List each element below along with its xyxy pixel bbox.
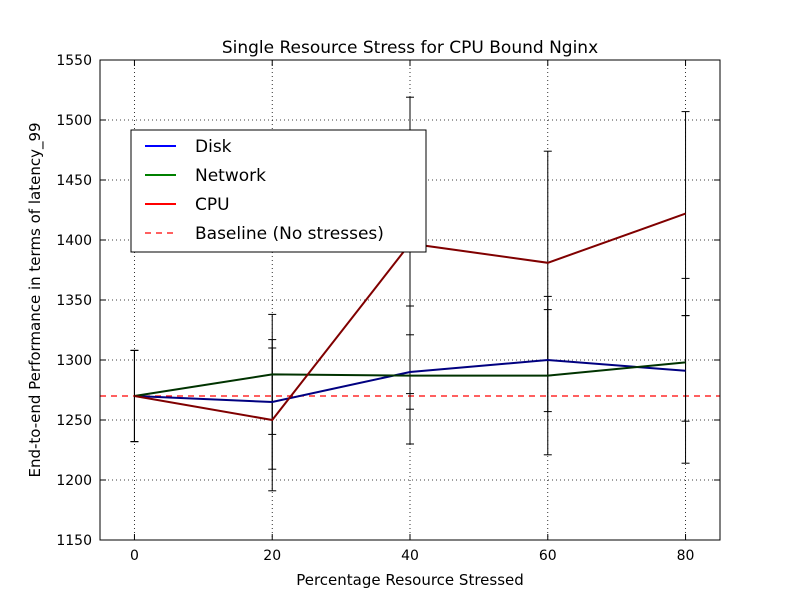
x-axis-label: Percentage Resource Stressed xyxy=(296,571,524,589)
y-tick-label: 1500 xyxy=(56,113,92,129)
chart-title: Single Resource Stress for CPU Bound Ngi… xyxy=(222,38,598,58)
legend-label: Baseline (No stresses) xyxy=(195,224,384,244)
y-axis-label: End-to-end Performance in terms of laten… xyxy=(26,122,45,477)
x-tick-label: 20 xyxy=(263,548,281,564)
y-tick-label: 1550 xyxy=(56,53,92,69)
legend-box xyxy=(130,129,427,253)
legend-label: Disk xyxy=(195,137,232,157)
legend-label: CPU xyxy=(195,195,230,215)
y-tick-label: 1400 xyxy=(56,233,92,249)
x-tick-label: 80 xyxy=(677,548,695,564)
axis-ticks: 0 20 40 60 80 1150 1200 1250 1300 1350 1400 1450 150… xyxy=(56,53,720,564)
legend-label: Network xyxy=(195,166,266,186)
y-tick-label: 1350 xyxy=(56,293,92,309)
x-tick-label: 40 xyxy=(401,548,419,564)
legend: Disk Network CPU Baseline (No stresses) xyxy=(130,129,427,253)
series-line-disk xyxy=(134,358,686,404)
y-tick-label: 1250 xyxy=(56,413,92,429)
y-tick-label: 1450 xyxy=(56,173,92,189)
y-tick-label: 1150 xyxy=(56,533,92,549)
x-tick-label: 60 xyxy=(539,548,557,564)
series-line-network xyxy=(134,361,686,397)
y-tick-label: 1300 xyxy=(56,353,92,369)
x-tick-label: 0 xyxy=(130,548,139,564)
y-tick-label: 1200 xyxy=(56,473,92,489)
